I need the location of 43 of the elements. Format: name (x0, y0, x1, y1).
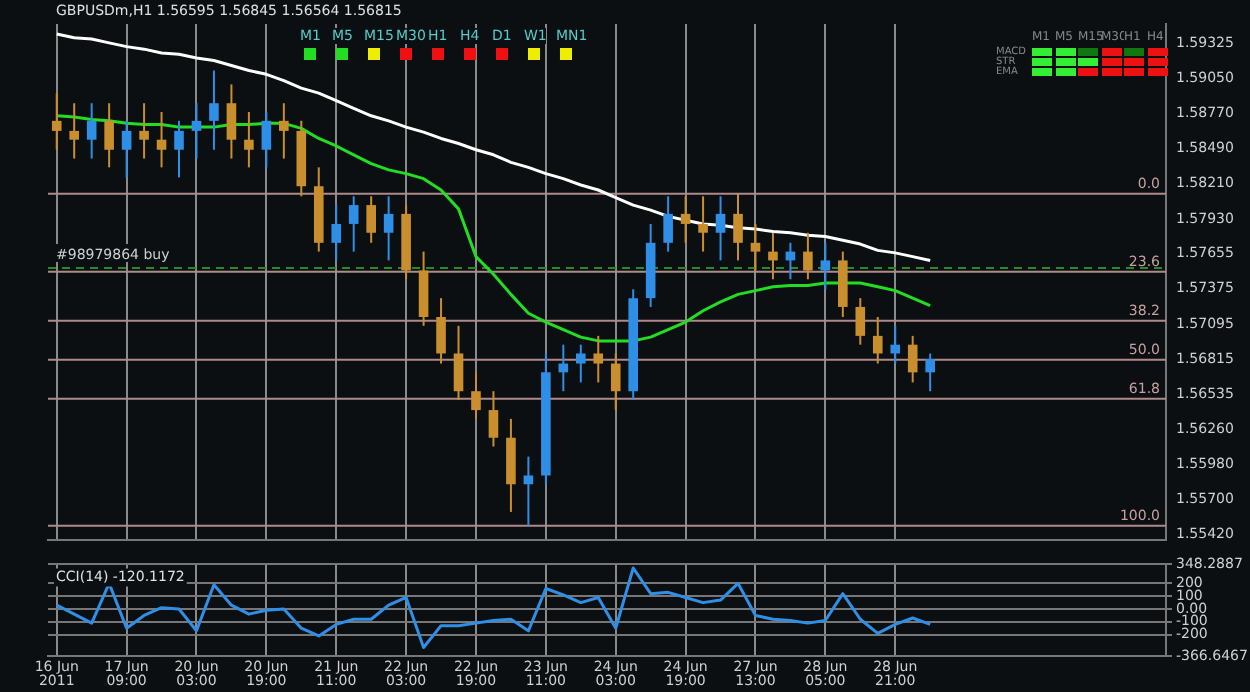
candlestick (174, 119, 184, 179)
candlestick (872, 316, 883, 365)
candlestick (418, 250, 429, 327)
candlestick (733, 192, 743, 262)
candlestick (383, 195, 394, 262)
candlestick (593, 334, 604, 384)
candlestick (471, 371, 481, 420)
candlestick (261, 111, 272, 169)
candlestick (838, 250, 848, 319)
candlestick (104, 102, 114, 169)
candlestick (331, 204, 342, 262)
candlestick (890, 324, 901, 365)
candlestick (244, 111, 254, 169)
candlestick (750, 222, 761, 272)
candlestick (715, 195, 726, 262)
candlestick (925, 352, 935, 393)
candlestick (348, 195, 359, 253)
candlestick (366, 195, 376, 244)
candlestick (191, 102, 202, 160)
candlestick (156, 111, 167, 169)
candlestick (51, 92, 62, 151)
candlestick (680, 195, 691, 244)
candlestick (610, 352, 621, 412)
candlestick (663, 195, 673, 253)
candlestick (768, 231, 778, 281)
candlestick (907, 334, 918, 384)
candlestick (69, 102, 80, 160)
candlestick (523, 455, 534, 527)
candlestick (803, 231, 813, 281)
candlestick (820, 241, 831, 291)
candlestick (855, 297, 866, 346)
candlestick (575, 343, 586, 384)
candlestick (121, 119, 132, 179)
candlestick (209, 69, 219, 151)
candlestick (453, 324, 464, 402)
candlestick (279, 102, 289, 160)
candlestick (698, 195, 708, 253)
candlestick (488, 390, 499, 448)
candlestick (86, 102, 97, 160)
candlestick (226, 83, 237, 160)
candlestick (436, 297, 446, 365)
candlestick (506, 417, 516, 513)
candlestick (139, 102, 149, 160)
